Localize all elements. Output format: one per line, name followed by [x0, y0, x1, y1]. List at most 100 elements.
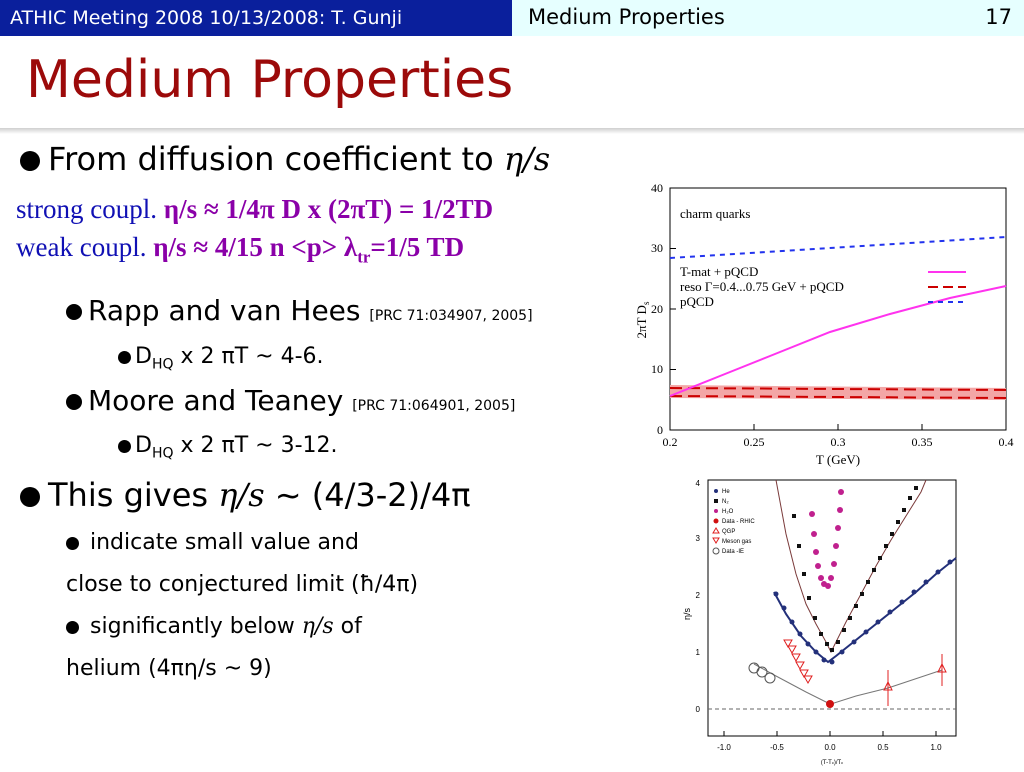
- bullet-dot: [118, 439, 131, 453]
- weak-coupling-line: weak coupl. η/s ≈ 4/15 n <p> λtr=1/5 TD: [16, 232, 464, 267]
- fig2-ticks: [723, 731, 937, 736]
- bullet-dot: [66, 536, 79, 550]
- fig2-he-curve: [773, 557, 957, 664]
- fig2-legend-item: Meson gas: [722, 539, 751, 545]
- bullet-diffusion-text: From diffusion coefficient to: [48, 140, 504, 178]
- bullet-below: significantly below η/s of: [66, 614, 362, 639]
- figure-eta-s: He N₂ H₂O Data - RHIC QGP Meson gas Data…: [676, 474, 966, 768]
- below-line1a: significantly below: [90, 614, 302, 639]
- fig1-legend-reso: reso Γ=0.4...0.75 GeV + pQCD: [680, 279, 844, 294]
- fig2-he-points: [773, 559, 953, 665]
- bullet-dot: [66, 394, 82, 410]
- fig2-xlabel: (T-Tc)/Tc: [821, 760, 843, 766]
- fig1-xtick: 0.2: [663, 435, 678, 449]
- fig2-xtick: -1.0: [717, 743, 731, 752]
- fig1-legend-pqcd: pQCD: [680, 294, 714, 309]
- fig2-ytick: 0: [696, 705, 701, 714]
- fig1-ytick: 10: [651, 362, 663, 376]
- rapp-d: D: [135, 344, 152, 369]
- moore-range: x 2 πT ~ 3-12.: [173, 433, 338, 458]
- fig1-ytick: 0: [657, 423, 663, 437]
- fig2-xtick: -0.5: [770, 743, 784, 752]
- fig1-xtick: 0.25: [744, 435, 765, 449]
- bullet-dot: [66, 304, 82, 320]
- rapp-reference: [PRC 71:034907, 2005]: [369, 308, 533, 324]
- fig2-rhic-point: [826, 700, 834, 708]
- fig2-ie-points: [748, 662, 776, 684]
- fig2-n2-curve: [775, 479, 927, 654]
- fig1-xtick: 0.35: [912, 435, 933, 449]
- fig2-legend-item: N₂: [722, 499, 729, 505]
- fig2-ytick: 1: [696, 648, 701, 657]
- indicate-line1: indicate small value and: [90, 530, 359, 555]
- fig2-xlabel-a: (T-T: [821, 760, 832, 766]
- fig2-legend-item: Data -IE: [722, 549, 744, 555]
- weak-formula-sub: tr: [357, 247, 371, 267]
- bullet-moore-dhq: DHQ x 2 πT ~ 3-12.: [118, 433, 338, 461]
- fig1-ytick: 30: [651, 241, 663, 255]
- below-line2: helium (4πη/s ~ 9): [66, 656, 272, 681]
- fig1-xtick: 0.3: [831, 435, 846, 449]
- bullet-dot: [20, 151, 40, 171]
- moore-reference: [PRC 71:064901, 2005]: [352, 398, 516, 414]
- moore-d: D: [135, 433, 152, 458]
- strong-coupling-formula: η/s ≈ 1/4π D x (2πT) = 1/2TD: [163, 194, 494, 224]
- fig1-reso-band: [670, 385, 1006, 400]
- fig1-reso-line-lower: [669, 395, 1007, 399]
- fig1-ytick: 40: [651, 181, 663, 195]
- indicate-line2: close to conjectured limit (ħ/4π): [66, 572, 419, 597]
- rapp-text: Rapp and van Hees: [88, 294, 370, 327]
- fig2-qgp-curve: [753, 663, 943, 705]
- strong-coupling-label: strong coupl.: [16, 194, 164, 224]
- fig2-legend-item: QGP: [722, 529, 735, 535]
- this-gives-text: This gives: [48, 476, 219, 514]
- fig2-legend-item: Data - RHIC: [722, 519, 755, 525]
- fig2-xtick: 0.5: [877, 743, 889, 752]
- slide-title: Medium Properties: [26, 50, 514, 110]
- fig2-n2-points: [792, 486, 918, 652]
- bullet-dot: [118, 350, 131, 364]
- below-line1b: of: [333, 614, 362, 639]
- title-rule: [0, 128, 1024, 134]
- bullet-this-gives: This gives η/s ~ (4/3-2)/4π: [20, 476, 471, 514]
- strong-coupling-line: strong coupl. η/s ≈ 1/4π D x (2πT) = 1/2…: [16, 194, 493, 225]
- header-section-title: Medium Properties: [528, 5, 725, 29]
- weak-coupling-label: weak coupl.: [16, 232, 154, 262]
- eta-s-symbol: η/s: [503, 140, 551, 178]
- eta-s-symbol: η/s: [301, 614, 334, 639]
- rapp-hq: HQ: [151, 356, 174, 373]
- fig2-meson-points: [783, 639, 813, 685]
- weak-formula-a: η/s ≈ 4/15 n <p> λ: [153, 232, 358, 262]
- bullet-dot: [66, 620, 79, 634]
- weak-coupling-formula: η/s ≈ 4/15 n <p> λtr=1/5 TD: [153, 232, 464, 266]
- fig1-ylabel-main: 2πT D: [634, 305, 649, 338]
- fig2-ytick: 4: [696, 479, 701, 488]
- fig2-qgp-points: [883, 654, 947, 706]
- fig2-ytick: 2: [696, 591, 701, 600]
- fig2-xlabel-sub2: c: [841, 760, 843, 765]
- fig2-frame: [707, 479, 957, 737]
- this-gives-value: ~ (4/3-2)/4π: [264, 476, 471, 514]
- page-number: 17: [985, 5, 1012, 29]
- fig1-ylabel-sub: s: [641, 301, 651, 305]
- fig1-legend-tmat: T-mat + pQCD: [680, 264, 758, 279]
- fig2-ytick: 3: [696, 534, 701, 543]
- figure-charm-quarks: charm quarks T-mat + pQCD reso Γ=0.4...0…: [630, 180, 1024, 470]
- bullet-diffusion: From diffusion coefficient to η/s: [20, 140, 550, 178]
- fig2-legend: He N₂ H₂O Data - RHIC QGP Meson gas Data…: [712, 489, 755, 555]
- fig2-xlabel-sub: c: [832, 760, 834, 765]
- header-meeting: ATHIC Meeting 2008 10/13/2008: T. Gunji: [0, 0, 512, 36]
- bullet-indicate: indicate small value and: [66, 530, 359, 555]
- bullet-moore: Moore and Teaney [PRC 71:064901, 2005]: [66, 384, 515, 417]
- fig2-xlabel-b: )/T: [834, 760, 842, 766]
- header-section: Medium Properties 17: [512, 0, 1024, 36]
- fig1-pqcd-curve: [669, 236, 1007, 259]
- fig1-xlabel: T (GeV): [816, 452, 860, 467]
- fig1-ticks: [669, 187, 1007, 431]
- fig2-h2o-points: [809, 489, 844, 589]
- fig2-xtick: 1.0: [930, 743, 942, 752]
- fig1-xtick: 0.4: [999, 435, 1014, 449]
- eta-s-symbol: η/s: [218, 476, 265, 514]
- fig1-label: charm quarks: [680, 206, 750, 221]
- fig2-ylabel: η/s: [682, 608, 692, 621]
